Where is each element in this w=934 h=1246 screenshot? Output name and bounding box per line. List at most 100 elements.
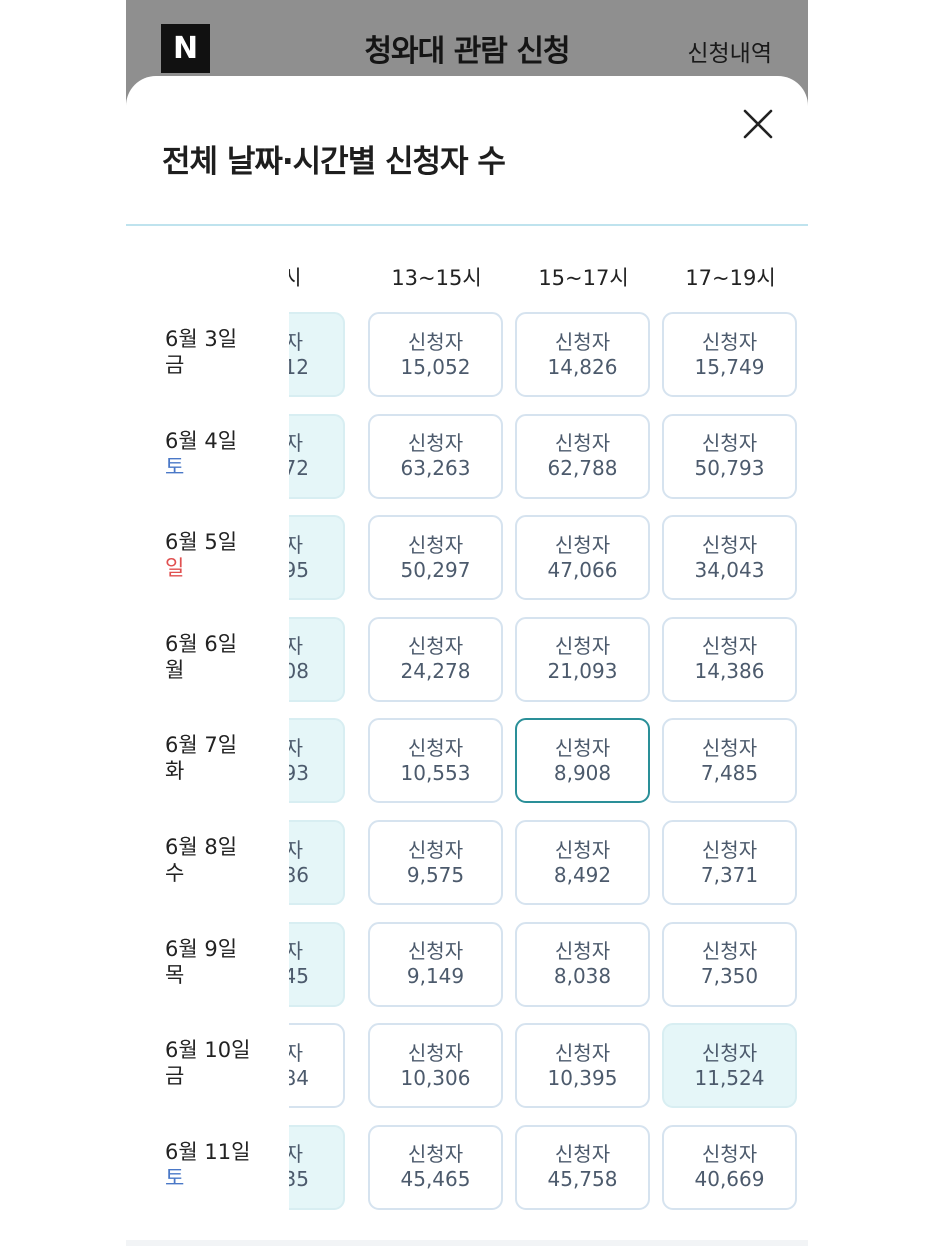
slot-label: 신청자 bbox=[701, 431, 758, 456]
date-label: 6월 7일 화 bbox=[165, 732, 237, 784]
slot-label: 신청자 bbox=[701, 939, 758, 964]
slot-label: 신청자 bbox=[407, 1142, 464, 1167]
slot-cell[interactable]: 신청자 50,297 bbox=[368, 515, 503, 601]
date-text: 6월 9일 bbox=[165, 936, 238, 961]
slot-label: 신청자 bbox=[407, 837, 464, 862]
slot-count: 993 bbox=[289, 760, 309, 785]
slot-count: 40,669 bbox=[694, 1167, 765, 1192]
naver-logo: N bbox=[161, 24, 210, 73]
slot-cell[interactable]: 청자284 bbox=[289, 1023, 345, 1109]
history-link[interactable]: 신청내역 bbox=[687, 41, 772, 67]
slot-count: 386 bbox=[289, 862, 309, 887]
slot-cell[interactable]: 청자695 bbox=[289, 515, 345, 601]
slot-label: 신청자 bbox=[407, 431, 464, 456]
slot-cell[interactable]: 청자572 bbox=[289, 413, 345, 499]
date-label: 6월 4일 토 bbox=[165, 428, 237, 480]
slot-label: 청자 bbox=[289, 634, 303, 659]
weekday-text: 일 bbox=[165, 556, 185, 581]
slot-cell[interactable]: 신청자 45,465 bbox=[368, 1124, 503, 1210]
weekday-text: 금 bbox=[165, 353, 185, 377]
slot-cell[interactable]: 신청자 15,749 bbox=[662, 312, 797, 397]
slot-cell[interactable]: 신청자 8,038 bbox=[515, 921, 650, 1007]
slot-count: 7,371 bbox=[700, 862, 759, 887]
date-label: 6월 8일 수 bbox=[165, 834, 237, 886]
slot-cell[interactable]: 신청자 9,575 bbox=[368, 820, 503, 905]
slot-count: 50,297 bbox=[400, 557, 471, 582]
date-label: 6월 9일 목 bbox=[165, 936, 237, 988]
modal-title: 전체 날짜·시간별 신청자 수 bbox=[162, 144, 506, 180]
slot-cell[interactable]: 신청자 40,669 bbox=[662, 1124, 797, 1210]
slot-cell[interactable]: 신청자 47,066 bbox=[515, 515, 650, 601]
slot-count: 9,575 bbox=[406, 862, 465, 887]
slot-cell[interactable]: 신청자 50,793 bbox=[662, 413, 797, 499]
slot-cell[interactable]: 신청자 7,350 bbox=[662, 921, 797, 1007]
slot-label: 청자 bbox=[289, 735, 303, 760]
slot-label: 신청자 bbox=[407, 1040, 464, 1065]
slot-cell[interactable]: 청자035 bbox=[289, 1124, 345, 1210]
slot-cell[interactable]: 신청자 15,052 bbox=[368, 312, 503, 397]
slot-count: 14,826 bbox=[547, 354, 618, 379]
slot-cell[interactable]: 신청자 7,371 bbox=[662, 820, 797, 905]
slot-count: 035 bbox=[289, 1167, 309, 1192]
slot-count: 24,278 bbox=[400, 659, 471, 684]
slot-label: 청자 bbox=[289, 837, 303, 862]
slot-count: 10,395 bbox=[547, 1065, 618, 1090]
slot-cell[interactable]: 청자386 bbox=[289, 820, 345, 905]
slot-cell[interactable]: 신청자 10,553 bbox=[368, 718, 503, 804]
slot-label: 신청자 bbox=[554, 431, 611, 456]
date-label: 6월 10일 금 bbox=[165, 1037, 250, 1089]
slot-count: 8,038 bbox=[553, 964, 612, 989]
slot-cell[interactable]: 신청자 21,093 bbox=[515, 616, 650, 702]
slot-cell[interactable]: 신청자 45,758 bbox=[515, 1124, 650, 1210]
date-text: 6월 7일 bbox=[165, 733, 238, 758]
slot-label: 신청자 bbox=[701, 532, 758, 557]
slot-cell[interactable]: 청자812 bbox=[289, 312, 345, 397]
slot-cell[interactable]: 신청자 14,386 bbox=[662, 616, 797, 702]
app-title: 청와대 관람 신청 bbox=[364, 34, 570, 69]
close-icon[interactable] bbox=[742, 108, 774, 140]
weekday-text: 화 bbox=[165, 759, 185, 784]
weekday-text: 토 bbox=[165, 1165, 185, 1190]
slot-cell[interactable]: 신청자 10,395 bbox=[515, 1023, 650, 1109]
slot-cell[interactable]: 신청자 11,524 bbox=[662, 1023, 797, 1109]
slot-label: 신청자 bbox=[701, 329, 758, 354]
date-text: 6월 3일 bbox=[165, 327, 238, 351]
slot-cell[interactable]: 신청자 24,278 bbox=[368, 616, 503, 702]
weekday-text: 금 bbox=[165, 1064, 185, 1089]
slot-cell[interactable]: 신청자 10,306 bbox=[368, 1023, 503, 1109]
slot-label: 청자 bbox=[289, 1040, 303, 1065]
slot-cell[interactable]: 신청자 34,043 bbox=[662, 515, 797, 601]
date-text: 6월 11일 bbox=[165, 1139, 251, 1164]
date-text: 6월 6일 bbox=[165, 631, 238, 656]
slot-label: 신청자 bbox=[407, 532, 464, 557]
slot-label: 청자 bbox=[289, 939, 303, 964]
slot-label: 신청자 bbox=[701, 1040, 758, 1065]
slot-cell[interactable]: 신청자 14,826 bbox=[515, 312, 650, 397]
slot-cell[interactable]: 청자993 bbox=[289, 718, 345, 804]
slot-count: 8,492 bbox=[553, 862, 612, 887]
date-text: 6월 5일 bbox=[165, 530, 238, 555]
column-header-2: 13~15시 bbox=[391, 266, 482, 290]
date-text: 6월 8일 bbox=[165, 835, 238, 859]
column-header-4: 17~19시 bbox=[685, 266, 776, 290]
slot-count: 812 bbox=[289, 354, 309, 379]
applicants-modal: 전체 날짜·시간별 신청자 수 6월 3일 금 6월 4일 토 6월 5일 일 6월 6일 월… bbox=[126, 76, 808, 1246]
slot-cell[interactable]: 신청자 9,149 bbox=[368, 921, 503, 1007]
slot-count: 7,350 bbox=[700, 964, 759, 989]
slot-count: 10,306 bbox=[400, 1065, 471, 1090]
slot-cell[interactable]: 신청자 7,485 bbox=[662, 718, 797, 804]
slot-cell[interactable]: 신청자 63,263 bbox=[368, 413, 503, 499]
weekday-text: 수 bbox=[165, 861, 185, 885]
column-header-1: 13시 bbox=[289, 266, 302, 290]
slot-count: 21,093 bbox=[547, 659, 618, 684]
slot-label: 신청자 bbox=[554, 329, 611, 354]
slot-cell[interactable]: 신청자 62,788 bbox=[515, 413, 650, 499]
slot-cell[interactable]: 청자545 bbox=[289, 921, 345, 1007]
schedule-grid[interactable]: 13시13~15시15~17시17~19시청자812신청자15,052신청자14… bbox=[289, 262, 808, 1246]
slot-cell[interactable]: 신청자 8,908 bbox=[515, 718, 650, 804]
slot-cell[interactable]: 신청자 8,492 bbox=[515, 820, 650, 905]
date-label: 6월 3일 금 bbox=[165, 326, 237, 378]
slot-count: 15,052 bbox=[400, 354, 471, 379]
slot-label: 신청자 bbox=[554, 1040, 611, 1065]
slot-cell[interactable]: 청자908 bbox=[289, 616, 345, 702]
